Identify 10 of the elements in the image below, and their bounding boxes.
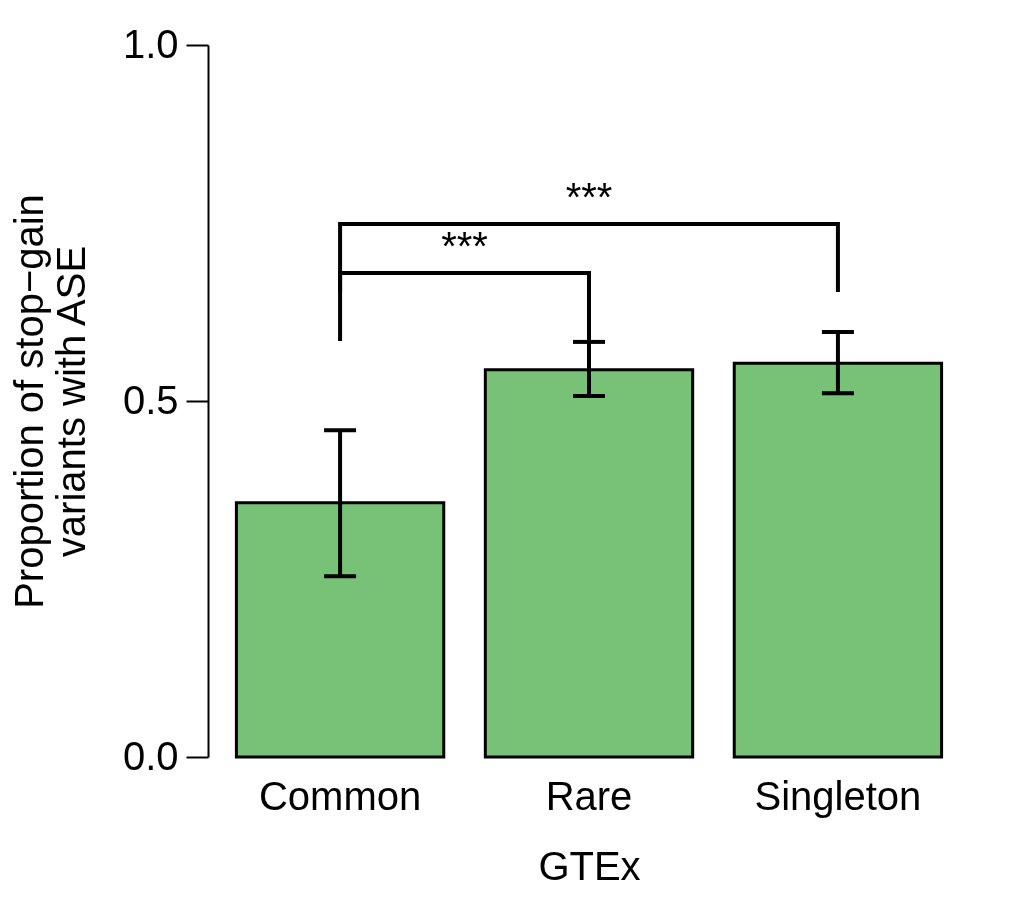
annotation: *** — [441, 224, 488, 268]
x-tick-label: Singleton — [754, 773, 922, 818]
x-tick-label: Rare — [545, 773, 633, 818]
y-tick-label: 1.0 — [122, 21, 179, 66]
y-axis-title: Proportion of stop−gain variants with ASE — [6, 194, 93, 609]
x-tick-label: Common — [258, 773, 422, 818]
x-axis-title: GTEx — [538, 843, 641, 888]
y-tick-label: 0.0 — [122, 733, 179, 778]
annotation: *** — [565, 175, 613, 219]
y-tick-label: 0.5 — [122, 377, 179, 422]
